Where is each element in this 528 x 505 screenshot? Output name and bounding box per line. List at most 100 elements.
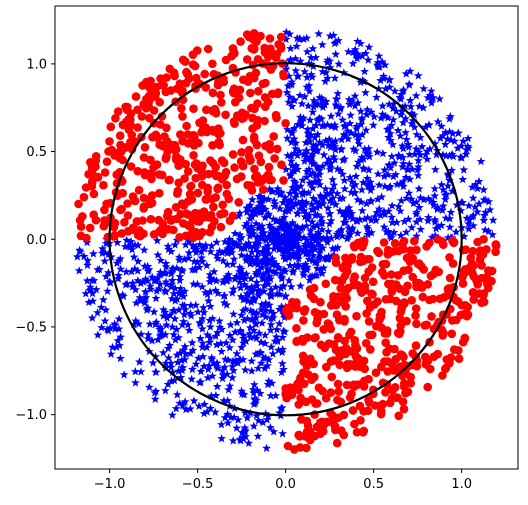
data-point-star <box>388 140 398 149</box>
data-point-star <box>213 363 223 373</box>
data-point-circle <box>408 253 418 263</box>
data-point-star <box>328 193 338 202</box>
data-point-circle <box>364 398 374 407</box>
data-point-star <box>190 265 199 274</box>
data-point-star <box>284 97 294 106</box>
data-point-circle <box>316 422 326 431</box>
data-point-circle <box>211 162 220 172</box>
data-point-star <box>317 193 327 202</box>
data-point-star <box>221 354 230 364</box>
data-point-circle <box>181 78 191 88</box>
data-point-star <box>396 230 406 240</box>
data-point-star <box>249 308 259 317</box>
data-point-star <box>286 203 295 212</box>
data-point-star <box>217 420 226 429</box>
data-point-circle <box>336 426 346 435</box>
data-point-star <box>220 237 230 246</box>
data-point-star <box>361 125 371 134</box>
data-point-star <box>202 407 212 416</box>
data-point-circle <box>445 253 454 262</box>
data-point-circle <box>139 153 149 162</box>
data-point-star <box>275 222 285 231</box>
data-point-star <box>403 139 413 149</box>
data-point-star <box>302 47 312 56</box>
data-point-circle <box>265 34 275 43</box>
data-point-circle <box>402 316 411 326</box>
data-point-star <box>464 219 473 228</box>
data-point-star <box>356 77 365 86</box>
data-point-star <box>404 214 413 223</box>
data-point-star <box>389 172 398 181</box>
data-point-circle <box>271 110 281 120</box>
data-point-star <box>274 245 284 254</box>
data-point-star <box>156 255 166 265</box>
data-point-star <box>205 333 215 342</box>
data-point-star <box>337 231 347 240</box>
data-point-star <box>253 349 263 358</box>
data-point-circle <box>181 159 190 169</box>
data-point-star <box>437 220 446 230</box>
data-point-star <box>153 335 163 344</box>
data-point-circle <box>213 80 223 90</box>
data-point-star <box>191 242 200 252</box>
data-point-star <box>133 276 143 285</box>
data-point-star <box>443 134 453 143</box>
data-point-star <box>311 100 321 109</box>
data-point-star <box>160 307 170 316</box>
data-point-star <box>286 44 295 53</box>
data-point-star <box>398 162 407 171</box>
data-point-star <box>306 53 316 62</box>
data-point-star <box>263 194 273 204</box>
data-point-star <box>277 302 286 311</box>
data-point-circle <box>120 218 129 227</box>
data-point-circle <box>265 139 275 149</box>
data-point-star <box>387 233 396 242</box>
data-point-circle <box>244 145 254 155</box>
data-point-star <box>291 198 300 207</box>
data-point-star <box>162 320 171 329</box>
data-point-star <box>316 191 325 200</box>
data-point-star <box>324 141 333 150</box>
data-point-star <box>235 354 245 364</box>
data-point-star <box>83 260 92 270</box>
data-point-star <box>426 196 436 205</box>
data-point-star <box>464 201 474 210</box>
data-point-star <box>93 330 103 339</box>
data-point-star <box>393 126 403 135</box>
data-point-star <box>421 122 430 131</box>
data-point-circle <box>408 349 418 358</box>
data-point-star <box>337 135 346 144</box>
data-point-star <box>127 267 136 276</box>
data-point-star <box>385 82 395 92</box>
data-point-star <box>267 186 276 195</box>
data-point-star <box>414 147 424 156</box>
data-point-star <box>348 182 358 191</box>
data-point-circle <box>377 362 386 372</box>
data-point-circle <box>452 315 461 325</box>
data-point-star <box>360 144 370 153</box>
data-point-circle <box>123 227 133 236</box>
data-point-star <box>318 199 328 208</box>
data-point-star <box>266 285 276 294</box>
data-point-circle <box>183 197 193 206</box>
data-point-circle <box>281 119 290 128</box>
data-point-star <box>247 356 257 365</box>
data-point-star <box>266 223 276 232</box>
data-point-star <box>330 155 340 164</box>
data-point-circle <box>302 443 311 453</box>
data-point-star <box>322 237 332 247</box>
data-point-star <box>297 121 307 130</box>
data-point-star <box>372 92 381 102</box>
data-point-star <box>328 138 337 147</box>
data-point-circle <box>155 97 164 107</box>
data-point-star <box>386 129 395 138</box>
data-point-star <box>373 60 383 69</box>
data-point-circle <box>412 319 421 329</box>
data-point-star <box>251 209 260 218</box>
data-point-circle <box>368 330 377 340</box>
data-point-star <box>269 267 278 276</box>
data-point-star <box>467 212 477 221</box>
data-point-circle <box>336 397 346 407</box>
data-point-circle <box>229 84 239 93</box>
data-point-star <box>320 191 330 201</box>
